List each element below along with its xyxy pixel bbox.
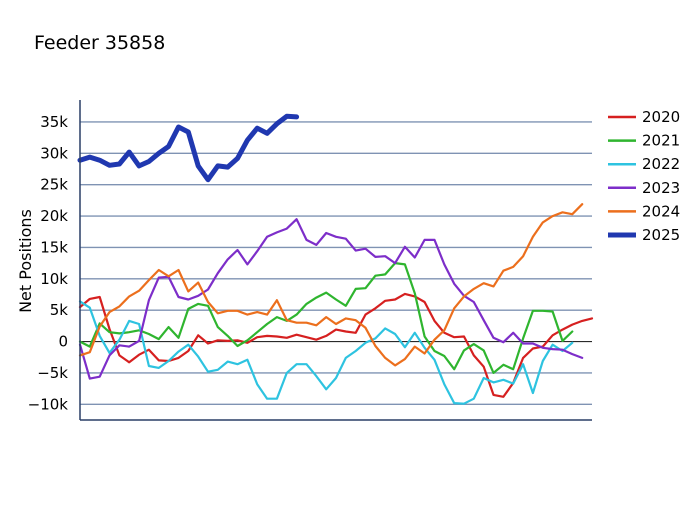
- grid: [80, 121, 592, 406]
- legend-label-2023: 2023: [642, 179, 680, 197]
- series-line-2020: [78, 292, 594, 398]
- legend-label-2025: 2025: [642, 226, 680, 244]
- y-tick-label: 30k: [40, 144, 68, 162]
- y-tick-labels: 35k 30k 25k 20k 15k 10k 5k 0 −5k −10k: [28, 113, 69, 413]
- series-layer: [77, 113, 594, 405]
- y-tick-label: 35k: [40, 113, 68, 131]
- series-line-2021: [78, 262, 574, 374]
- series-line-2025: [77, 113, 300, 183]
- y-tick-label: 10k: [40, 270, 68, 288]
- legend-label-2020: 2020: [642, 108, 680, 126]
- y-tick-label: −10k: [28, 395, 69, 413]
- y-tick-label: 5k: [50, 301, 69, 319]
- y-tick-label: 20k: [40, 207, 68, 225]
- legend-label-2022: 2022: [642, 155, 680, 173]
- legend-label-2021: 2021: [642, 132, 680, 150]
- y-axis-label: Net Positions: [16, 209, 35, 313]
- series-line-2022: [78, 300, 574, 405]
- y-tick-label: −5k: [37, 364, 68, 382]
- legend-label-2024: 2024: [642, 202, 680, 220]
- chart-title: Feeder 35858: [34, 32, 165, 54]
- series-line-2023: [78, 218, 584, 380]
- y-tick-label: 0: [58, 333, 68, 351]
- legend: 2020 2021 2022 2023 2024 2025: [608, 108, 680, 244]
- y-tick-label: 25k: [40, 176, 68, 194]
- series-line-2024: [78, 203, 584, 367]
- axes: [79, 100, 592, 421]
- y-tick-label: 15k: [40, 238, 68, 256]
